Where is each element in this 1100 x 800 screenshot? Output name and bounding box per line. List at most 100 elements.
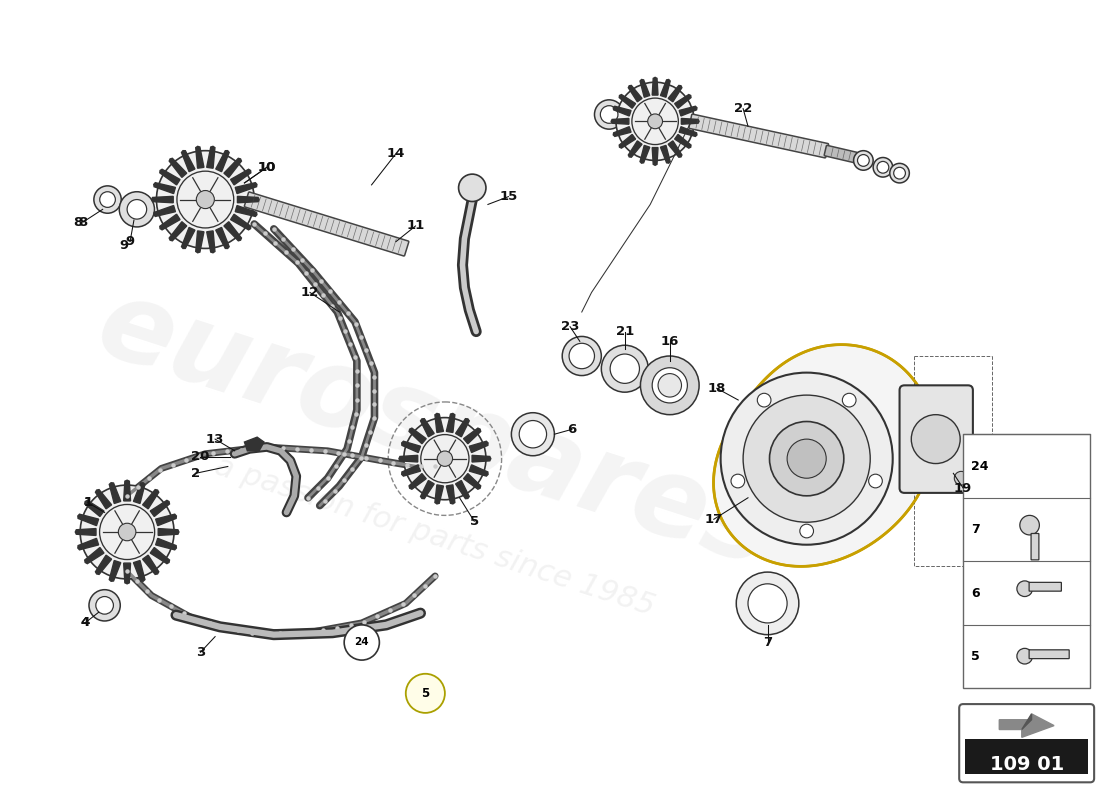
Polygon shape bbox=[640, 146, 650, 163]
Text: 5: 5 bbox=[470, 514, 478, 528]
Polygon shape bbox=[123, 480, 131, 501]
Circle shape bbox=[119, 192, 154, 227]
Polygon shape bbox=[123, 563, 131, 584]
Text: 24: 24 bbox=[971, 459, 989, 473]
Circle shape bbox=[893, 167, 905, 179]
FancyBboxPatch shape bbox=[1030, 582, 1062, 591]
Circle shape bbox=[196, 190, 214, 209]
Polygon shape bbox=[75, 529, 96, 535]
Polygon shape bbox=[196, 231, 204, 253]
Circle shape bbox=[955, 471, 968, 485]
Text: 8: 8 bbox=[78, 215, 88, 229]
Circle shape bbox=[562, 337, 602, 375]
Polygon shape bbox=[434, 414, 443, 433]
Circle shape bbox=[748, 584, 788, 623]
Text: 14: 14 bbox=[387, 147, 405, 160]
Circle shape bbox=[648, 114, 662, 129]
Polygon shape bbox=[619, 134, 636, 148]
Polygon shape bbox=[182, 150, 195, 172]
Circle shape bbox=[602, 346, 648, 392]
Polygon shape bbox=[1022, 714, 1032, 730]
Text: 18: 18 bbox=[707, 382, 726, 394]
Circle shape bbox=[94, 186, 121, 214]
Circle shape bbox=[631, 98, 679, 145]
Text: 7: 7 bbox=[971, 523, 980, 536]
Polygon shape bbox=[244, 437, 264, 451]
Text: 21: 21 bbox=[616, 325, 634, 338]
Text: 24: 24 bbox=[354, 638, 370, 647]
Polygon shape bbox=[463, 474, 481, 490]
Polygon shape bbox=[447, 414, 455, 433]
Circle shape bbox=[770, 422, 844, 496]
Polygon shape bbox=[154, 182, 175, 194]
Polygon shape bbox=[447, 485, 455, 504]
Polygon shape bbox=[169, 158, 187, 178]
Polygon shape bbox=[674, 94, 691, 108]
Circle shape bbox=[1016, 648, 1033, 664]
Polygon shape bbox=[420, 481, 434, 498]
Text: 12: 12 bbox=[300, 286, 319, 299]
Polygon shape bbox=[85, 547, 104, 564]
Polygon shape bbox=[402, 442, 420, 453]
Circle shape bbox=[100, 192, 116, 207]
Circle shape bbox=[788, 439, 826, 478]
Text: 5: 5 bbox=[421, 687, 429, 700]
Text: 8: 8 bbox=[74, 215, 82, 229]
Polygon shape bbox=[152, 196, 173, 202]
Polygon shape bbox=[109, 561, 121, 582]
Polygon shape bbox=[614, 106, 631, 116]
Polygon shape bbox=[399, 455, 418, 462]
Circle shape bbox=[720, 373, 893, 545]
Polygon shape bbox=[96, 490, 111, 509]
Polygon shape bbox=[660, 79, 670, 98]
Polygon shape bbox=[668, 86, 682, 102]
Circle shape bbox=[437, 451, 452, 466]
Polygon shape bbox=[169, 222, 187, 241]
Polygon shape bbox=[85, 500, 104, 517]
Polygon shape bbox=[216, 227, 229, 249]
Polygon shape bbox=[196, 146, 204, 168]
Circle shape bbox=[89, 590, 120, 621]
Circle shape bbox=[344, 625, 380, 660]
Polygon shape bbox=[628, 141, 642, 158]
Circle shape bbox=[569, 343, 594, 369]
Polygon shape bbox=[619, 94, 636, 108]
Text: 23: 23 bbox=[561, 320, 580, 333]
FancyBboxPatch shape bbox=[824, 146, 858, 162]
Text: eurospares: eurospares bbox=[85, 270, 785, 589]
FancyBboxPatch shape bbox=[964, 434, 1090, 689]
Circle shape bbox=[869, 474, 882, 488]
Circle shape bbox=[404, 418, 486, 500]
Polygon shape bbox=[714, 345, 934, 566]
Circle shape bbox=[890, 163, 910, 183]
Polygon shape bbox=[231, 214, 251, 230]
Circle shape bbox=[1020, 515, 1040, 535]
Polygon shape bbox=[182, 227, 195, 249]
Polygon shape bbox=[207, 231, 215, 253]
Text: 1: 1 bbox=[84, 496, 92, 509]
Text: 4: 4 bbox=[80, 617, 90, 630]
Text: 5: 5 bbox=[971, 650, 980, 663]
Circle shape bbox=[757, 394, 771, 407]
Circle shape bbox=[1023, 453, 1050, 480]
Text: 1: 1 bbox=[84, 496, 92, 509]
Text: 6: 6 bbox=[568, 423, 576, 436]
Polygon shape bbox=[96, 555, 111, 574]
Polygon shape bbox=[455, 481, 470, 498]
Polygon shape bbox=[614, 126, 631, 137]
Polygon shape bbox=[224, 222, 242, 241]
Polygon shape bbox=[154, 206, 175, 217]
Circle shape bbox=[640, 356, 700, 414]
Polygon shape bbox=[640, 79, 650, 98]
Text: 15: 15 bbox=[499, 190, 518, 203]
Polygon shape bbox=[143, 490, 158, 509]
Circle shape bbox=[128, 199, 146, 219]
Circle shape bbox=[421, 434, 469, 482]
Polygon shape bbox=[235, 206, 257, 217]
Polygon shape bbox=[409, 428, 426, 444]
Circle shape bbox=[658, 374, 682, 397]
Text: 6: 6 bbox=[971, 586, 980, 600]
Polygon shape bbox=[216, 150, 229, 172]
Polygon shape bbox=[681, 118, 700, 124]
Text: a passion for parts since 1985: a passion for parts since 1985 bbox=[211, 452, 659, 622]
